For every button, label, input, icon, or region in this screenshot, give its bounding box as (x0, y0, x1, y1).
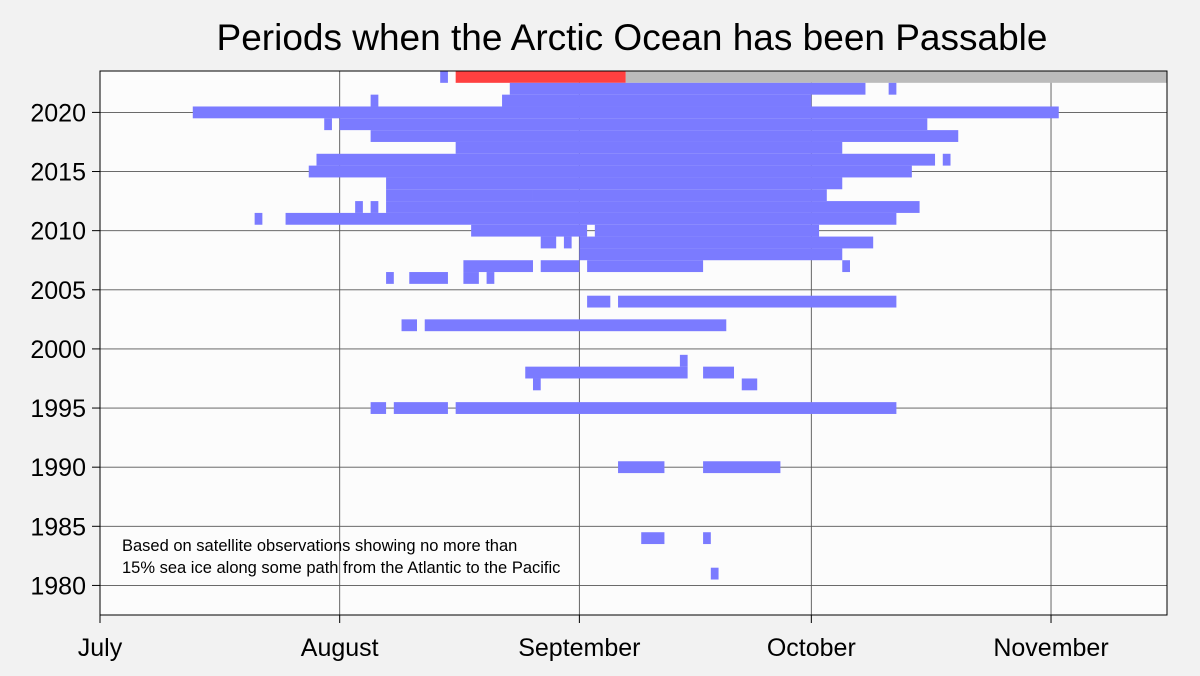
passable-period-bar (192, 106, 1059, 119)
passable-period-bar (741, 378, 758, 391)
passable-period-bar (316, 153, 936, 166)
y-tick-label: 1990 (30, 454, 86, 482)
y-tick-label: 1980 (30, 572, 86, 600)
passable-period-bar (254, 212, 263, 225)
annotation-line-2: 15% sea ice along some path from the Atl… (122, 559, 560, 577)
passable-period-bar (842, 260, 850, 273)
passable-period-bar (463, 260, 533, 273)
passable-period-bar (308, 165, 912, 178)
passable-period-bar (386, 189, 533, 202)
passable-period-bar (679, 354, 688, 367)
x-tick-label: October (767, 634, 856, 662)
passable-period-bar (703, 366, 735, 379)
passable-period-bar (532, 189, 827, 202)
passable-period-bar (370, 94, 379, 107)
passable-period-bar (942, 153, 951, 166)
passable-period-bar (370, 402, 387, 414)
passable-period-bar (324, 118, 332, 131)
y-tick-label: 2015 (30, 159, 86, 187)
passable-period-bar (370, 201, 379, 213)
x-tick-label: July (78, 634, 123, 662)
passable-period-bar (285, 212, 897, 225)
current-year-pending-bar (625, 71, 1167, 83)
y-tick-label: 2010 (30, 218, 86, 246)
passable-period-bar (579, 248, 843, 261)
passable-period-bar (502, 94, 812, 107)
passable-period-bar (532, 378, 541, 391)
passable-period-bar (455, 402, 897, 414)
y-tick-label: 1995 (30, 395, 86, 423)
chart-title: Periods when the Arctic Ocean has been P… (217, 17, 1048, 58)
y-tick-label: 2020 (30, 99, 86, 127)
current-year-passable-bar (455, 71, 626, 83)
y-tick-label: 1985 (30, 513, 86, 541)
passable-period-bar (563, 236, 572, 249)
x-tick-label: September (518, 634, 640, 662)
passable-period-bar (463, 272, 479, 284)
y-axis-ticks: 1980 1985 1990 1995 2000 2005 2010 2015 2020 (30, 99, 100, 600)
passable-period-bar (370, 130, 959, 142)
passable-period-bar (386, 177, 843, 190)
passable-period-bar (540, 260, 580, 273)
passable-period-bar (386, 201, 920, 213)
passable-period-bar (710, 567, 719, 580)
passable-period-bar (409, 272, 448, 284)
passable-period-bar (618, 295, 897, 308)
passable-period-bar (455, 141, 843, 154)
passable-period-bar (587, 260, 704, 273)
passable-period-bar (471, 224, 588, 237)
annotation-line-1: Based on satellite observations showing … (122, 537, 517, 555)
passable-period-bar (424, 319, 727, 332)
passable-periods (192, 71, 1167, 580)
passable-period-bar (703, 532, 711, 545)
passable-period-bar (486, 272, 495, 284)
passable-period-bar (703, 461, 781, 474)
passable-period-bar (888, 82, 897, 95)
passable-period-bar (355, 201, 363, 213)
plot-area-frame (99, 70, 1168, 616)
passable-period-bar (641, 532, 665, 545)
x-tick-label: November (993, 634, 1108, 662)
passable-period-bar (587, 295, 611, 308)
passable-period-bar (440, 71, 448, 83)
x-tick-label: August (301, 634, 379, 662)
passable-period-bar (540, 236, 557, 249)
passable-period-bar (393, 402, 448, 414)
passable-period-bar (386, 272, 394, 284)
y-tick-label: 2005 (30, 277, 86, 305)
passable-period-bar (339, 118, 928, 131)
passable-period-bar (618, 461, 665, 474)
x-axis-ticks: July August September October November (78, 615, 1109, 662)
y-tick-label: 2000 (30, 336, 86, 364)
passable-period-bar (401, 319, 417, 332)
passable-period-bar (509, 82, 866, 95)
passable-period-bar (525, 366, 688, 379)
passable-period-bar (594, 224, 820, 237)
passable-period-bar (579, 236, 874, 249)
